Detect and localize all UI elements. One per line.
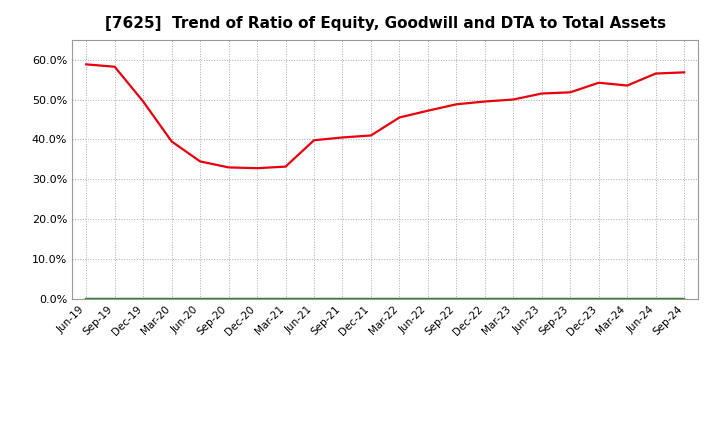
Equity xyxy=(196,159,204,164)
Equity xyxy=(566,90,575,95)
Deferred Tax Assets xyxy=(480,297,489,302)
Deferred Tax Assets xyxy=(253,297,261,302)
Deferred Tax Assets xyxy=(282,297,290,302)
Goodwill xyxy=(139,297,148,302)
Deferred Tax Assets xyxy=(566,297,575,302)
Equity xyxy=(395,115,404,120)
Goodwill xyxy=(196,297,204,302)
Equity xyxy=(595,80,603,85)
Deferred Tax Assets xyxy=(509,297,518,302)
Deferred Tax Assets xyxy=(338,297,347,302)
Equity xyxy=(167,139,176,144)
Title: [7625]  Trend of Ratio of Equity, Goodwill and DTA to Total Assets: [7625] Trend of Ratio of Equity, Goodwil… xyxy=(104,16,666,32)
Goodwill xyxy=(338,297,347,302)
Goodwill xyxy=(310,297,318,302)
Goodwill xyxy=(537,297,546,302)
Goodwill xyxy=(509,297,518,302)
Equity xyxy=(253,165,261,171)
Goodwill xyxy=(82,297,91,302)
Deferred Tax Assets xyxy=(196,297,204,302)
Goodwill xyxy=(480,297,489,302)
Equity xyxy=(480,99,489,104)
Equity xyxy=(82,62,91,67)
Deferred Tax Assets xyxy=(623,297,631,302)
Goodwill xyxy=(452,297,461,302)
Deferred Tax Assets xyxy=(225,297,233,302)
Deferred Tax Assets xyxy=(595,297,603,302)
Goodwill xyxy=(423,297,432,302)
Equity xyxy=(537,91,546,96)
Deferred Tax Assets xyxy=(167,297,176,302)
Deferred Tax Assets xyxy=(452,297,461,302)
Equity xyxy=(652,71,660,76)
Deferred Tax Assets xyxy=(395,297,404,302)
Deferred Tax Assets xyxy=(82,297,91,302)
Goodwill xyxy=(167,297,176,302)
Equity xyxy=(338,135,347,140)
Equity xyxy=(509,97,518,102)
Goodwill xyxy=(225,297,233,302)
Equity xyxy=(366,133,375,138)
Equity xyxy=(282,164,290,169)
Goodwill xyxy=(395,297,404,302)
Goodwill xyxy=(566,297,575,302)
Equity xyxy=(139,99,148,104)
Line: Equity: Equity xyxy=(86,64,684,168)
Goodwill xyxy=(282,297,290,302)
Equity xyxy=(452,102,461,107)
Equity xyxy=(225,165,233,170)
Deferred Tax Assets xyxy=(139,297,148,302)
Deferred Tax Assets xyxy=(110,297,119,302)
Goodwill xyxy=(680,297,688,302)
Goodwill xyxy=(595,297,603,302)
Goodwill xyxy=(623,297,631,302)
Goodwill xyxy=(652,297,660,302)
Equity xyxy=(623,83,631,88)
Deferred Tax Assets xyxy=(680,297,688,302)
Equity xyxy=(110,64,119,70)
Equity xyxy=(423,108,432,114)
Goodwill xyxy=(253,297,261,302)
Deferred Tax Assets xyxy=(652,297,660,302)
Deferred Tax Assets xyxy=(366,297,375,302)
Deferred Tax Assets xyxy=(310,297,318,302)
Goodwill xyxy=(110,297,119,302)
Deferred Tax Assets xyxy=(423,297,432,302)
Equity xyxy=(310,138,318,143)
Equity xyxy=(680,70,688,75)
Deferred Tax Assets xyxy=(537,297,546,302)
Goodwill xyxy=(366,297,375,302)
